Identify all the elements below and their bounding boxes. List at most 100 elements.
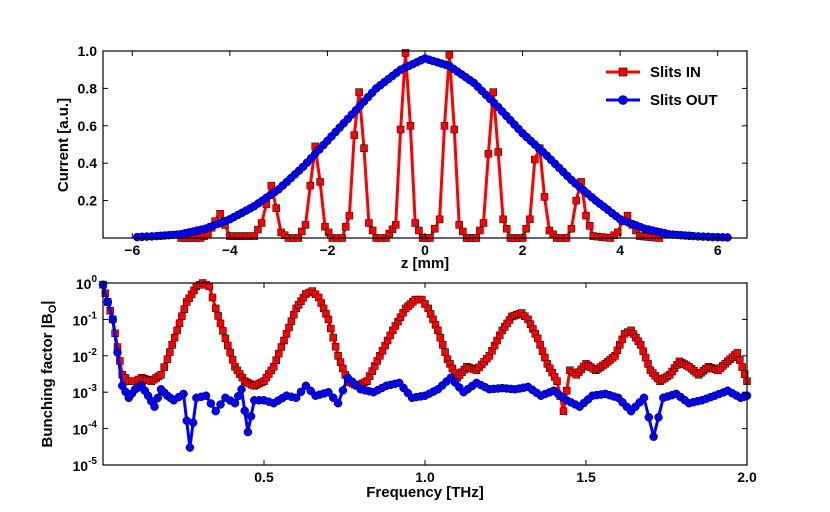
- top-data-point: [272, 204, 280, 212]
- bottom-data-point: [226, 348, 234, 357]
- bottom-data-point: [436, 333, 445, 342]
- top-data-point: [540, 193, 549, 201]
- top-data-point: [484, 150, 493, 158]
- top-data-point: [479, 219, 488, 227]
- bottom-data-point: [733, 349, 742, 357]
- bottom-data-point: [327, 324, 335, 333]
- legend-marker-slits-in: [618, 67, 628, 77]
- bottom-data-point: [290, 311, 298, 319]
- bottom-y-axis-label-main: Bunching factor |B: [39, 313, 56, 447]
- bottom-data-point: [206, 399, 216, 408]
- bottom-data-point: [163, 355, 172, 364]
- bottom-data-point: [275, 349, 283, 358]
- bottom-data-point: [211, 304, 220, 313]
- top-data-point: [355, 88, 363, 96]
- top-data-point: [435, 215, 444, 224]
- bottom-data-point: [559, 407, 568, 415]
- bottom-data-point: [178, 312, 186, 320]
- top-data-point: [582, 211, 590, 220]
- bottom-data-point: [538, 347, 547, 355]
- top-y-tick-label: 0.4: [78, 155, 98, 171]
- bottom-data-point: [170, 333, 179, 342]
- bottom-plot-area: [103, 283, 747, 465]
- bottom-data-point: [272, 356, 280, 364]
- bottom-data-point: [269, 363, 278, 371]
- bottom-data-point: [541, 353, 549, 362]
- top-data-point: [345, 211, 354, 220]
- bottom-y-tick-label: 100: [76, 274, 98, 292]
- bottom-data-point: [654, 413, 663, 422]
- top-x-tick-label: −2: [319, 242, 335, 258]
- top-data-point: [526, 215, 534, 224]
- top-data-point: [585, 222, 594, 230]
- bottom-data-point: [334, 352, 342, 360]
- bottom-data-point: [224, 341, 232, 350]
- bottom-data-point: [331, 342, 340, 351]
- top-data-point: [489, 88, 498, 96]
- top-x-axis-label: z [mm]: [401, 255, 449, 272]
- bottom-data-point: [285, 323, 293, 332]
- top-data-point: [613, 228, 622, 237]
- top-x-tick-label: 0: [421, 242, 429, 258]
- top-data-point: [406, 122, 415, 130]
- bottom-data-point: [328, 393, 338, 402]
- bottom-data-point: [644, 413, 654, 422]
- bottom-data-point: [180, 305, 189, 313]
- top-x-tick-label: −6: [124, 242, 140, 258]
- top-series-slits-out: [132, 54, 732, 242]
- bottom-data-point: [639, 347, 647, 355]
- top-data-point: [316, 178, 324, 186]
- bottom-y-tick-label: 10-3: [73, 383, 98, 401]
- top-data-point: [298, 227, 306, 236]
- top-data-point: [267, 181, 276, 190]
- bottom-x-tick-label: 2.0: [737, 469, 757, 485]
- top-plot-area: [103, 51, 747, 238]
- top-data-point: [723, 233, 732, 242]
- top-data-point: [494, 148, 502, 156]
- bottom-data-point: [441, 348, 449, 356]
- bottom-data-point: [291, 393, 301, 403]
- top-data-point: [257, 219, 266, 227]
- top-y-tick-label: 0.2: [78, 193, 98, 209]
- bottom-data-point: [157, 371, 165, 379]
- bottom-data-point: [208, 293, 217, 302]
- top-data-point: [350, 131, 359, 139]
- top-data-point: [445, 50, 454, 59]
- bottom-data-point: [324, 315, 333, 324]
- bottom-data-point: [338, 386, 348, 395]
- bottom-data-point: [233, 391, 243, 401]
- bottom-data-point: [211, 406, 220, 416]
- bottom-data-point: [160, 363, 168, 371]
- bottom-data-point: [296, 387, 306, 397]
- bottom-data-point: [277, 343, 286, 351]
- top-data-point: [306, 181, 315, 190]
- top-panel: −6 −4 −2 0 2 4 6 0.2 0.4 0.6 0.8 1.0 z [mm] Curren…: [55, 43, 748, 272]
- top-data-point: [411, 219, 419, 227]
- top-data-point: [440, 122, 449, 130]
- legend: Slits IN Slits OUT: [606, 64, 718, 109]
- bottom-y-tick-label: 10-1: [73, 310, 98, 328]
- bottom-data-point: [639, 393, 649, 403]
- bottom-data-point: [216, 400, 225, 409]
- bottom-data-point: [214, 312, 222, 320]
- bottom-data-point: [287, 317, 296, 325]
- bottom-x-axis-label: Frequency [THz]: [366, 484, 484, 501]
- top-data-point: [360, 144, 368, 152]
- top-y-tick-label: 0.6: [78, 118, 98, 134]
- bottom-data-point: [113, 348, 122, 357]
- bottom-y-axis-label-sub: O: [47, 304, 59, 313]
- bottom-series-slits-in: [99, 279, 751, 415]
- bottom-y-axis-label-end: |: [39, 301, 56, 305]
- bottom-data-point: [562, 387, 571, 395]
- bottom-data-point: [219, 327, 227, 335]
- top-data-point: [531, 155, 539, 164]
- top-data-point: [459, 227, 467, 236]
- top-data-point: [476, 226, 484, 235]
- top-data-point: [450, 125, 459, 134]
- bottom-data-point: [282, 330, 291, 338]
- top-data-point: [301, 221, 310, 229]
- top-data-point: [341, 223, 350, 231]
- bottom-series-slits-out: [98, 280, 752, 452]
- bottom-data-point: [636, 341, 645, 349]
